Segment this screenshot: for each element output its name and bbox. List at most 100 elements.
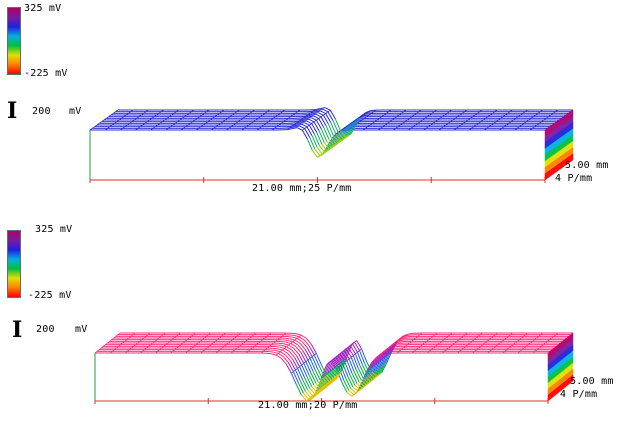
mesh-line [404,334,410,337]
mesh-line [99,121,102,124]
mesh-line [325,361,332,376]
mesh-line [289,351,295,358]
mesh-line [348,358,355,372]
mesh-line [338,359,345,374]
mesh-line [354,353,361,367]
mesh-line [306,375,313,387]
mesh-line [106,116,109,119]
mesh-line [101,119,105,122]
mesh-line [296,338,303,343]
mesh-line [117,332,121,335]
y-density-label: 4 P/mm [555,173,593,184]
mesh-line [294,357,301,367]
mesh-line [109,339,112,342]
mesh-line [282,339,288,341]
mesh-line [275,354,282,359]
mesh-line [406,332,413,335]
mesh-line [312,150,318,158]
mesh-line [398,339,404,342]
mesh-line [327,359,334,374]
mesh-line [92,126,95,129]
mesh-line [295,384,302,396]
mesh-line [381,362,388,373]
scale-unit-label: mV [75,324,88,335]
mesh-line [300,380,306,392]
mesh-line [314,148,321,156]
mesh-line [103,344,106,347]
mesh-line [301,120,307,123]
mesh-line [356,340,363,350]
mesh-line [313,384,320,391]
mesh-line [316,367,323,379]
mesh-line [291,336,298,339]
mesh-line [346,391,353,397]
mesh-line [304,122,310,126]
mesh-line [299,125,305,129]
mesh-line [400,337,406,340]
mesh-line [299,342,306,350]
mesh-line [325,113,332,123]
mesh-line [337,132,344,140]
mesh-line [323,127,330,140]
mesh-line [303,118,310,121]
mesh-line [308,118,315,123]
mesh-line [396,336,403,343]
mesh-line [330,366,337,380]
mesh-line [113,111,116,114]
mesh-line [105,342,108,345]
surface-mesh [94,332,574,404]
mesh-line [297,127,303,131]
mesh-line [320,364,327,376]
mesh-line [285,354,291,362]
mesh-line [115,109,119,112]
mesh-line [316,132,323,145]
mesh-line [350,120,357,130]
mesh-line [301,129,308,140]
mesh-line [320,128,327,141]
mesh-line [287,339,293,343]
mesh-line [355,117,362,127]
mesh-line [348,389,355,396]
mesh-line [288,344,294,349]
mesh-line [286,336,293,338]
mesh-line [313,354,320,367]
mesh-line [330,137,337,145]
x-axis-label: 21.00 mm;25 P/mm [252,183,352,194]
mesh-line [291,332,297,335]
mesh-line [292,341,299,346]
mesh-line [299,366,306,379]
mesh-line [378,352,385,362]
y-density-label: 4 P/mm [560,389,598,400]
mesh-line [292,371,299,384]
mesh-line [313,133,320,146]
mesh-line [343,346,350,361]
mesh-line [331,356,338,371]
mesh-line [308,124,315,135]
mesh-line [278,353,284,358]
mesh-line [276,344,282,346]
mesh-line [323,362,330,377]
mesh-line [328,138,335,146]
mesh-line [366,361,373,373]
mesh-line [315,353,322,365]
mesh-line [331,378,337,382]
mesh-line [350,388,357,394]
mesh-line [316,147,323,155]
mesh-line [266,352,272,355]
mesh-line [344,362,351,376]
mesh-line [318,118,325,128]
mesh-line [334,363,341,377]
mesh-line [308,345,315,356]
surface-mesh [89,107,574,183]
mesh-line [309,387,316,395]
mesh-line [281,344,287,348]
mesh-line [363,114,369,117]
mesh-line [278,342,284,345]
mesh-line [359,366,366,378]
mesh-line [103,118,107,121]
mesh-line [291,349,298,357]
mesh-line [272,347,278,350]
mesh-line [313,115,319,119]
mesh-line [295,369,301,382]
mesh-line [115,334,119,337]
